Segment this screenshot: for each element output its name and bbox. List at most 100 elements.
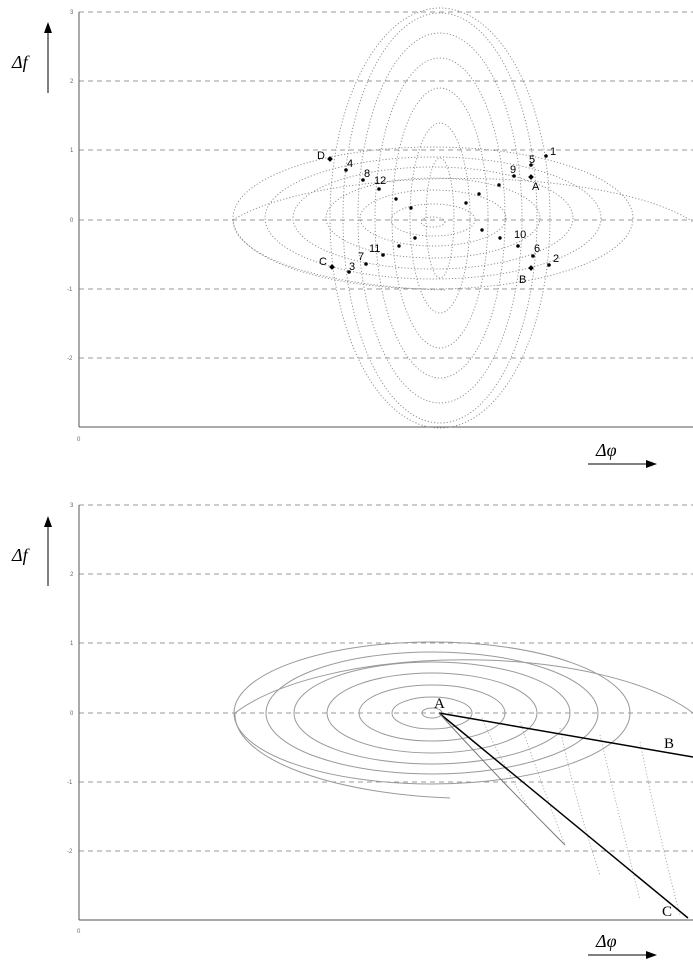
top-y-axis-symbol: Δf: [11, 52, 31, 72]
top-ytick-0: 0: [70, 218, 74, 224]
label-8: 8: [364, 168, 370, 180]
top-h-ellipse-5: [292, 166, 574, 270]
point-D: [327, 156, 333, 162]
bottom-y-axis-arrow: [44, 516, 52, 586]
label-D: D: [317, 150, 325, 162]
bottom-label-C: C: [662, 904, 672, 920]
bottom-ytick-1: 1: [70, 641, 74, 647]
inner-point: [464, 201, 468, 205]
bottom-x-axis-arrow: [588, 951, 657, 959]
top-v-ellipse-4: [374, 57, 506, 379]
label-9: 9: [510, 164, 516, 176]
top-x-axis-symbol: Δφ: [595, 440, 617, 460]
bottom-panel: 3 2 1 0 -1 -2 0: [11, 503, 693, 959]
top-h-ellipse-2: [390, 203, 476, 237]
top-h-ellipse-7: [232, 146, 634, 290]
top-ytick-2: 2: [70, 79, 74, 85]
top-h-ellipse-4: [325, 177, 541, 259]
inner-point: [397, 244, 401, 248]
top-x-axis-arrow: [588, 460, 657, 468]
point-8: [361, 178, 365, 182]
label-2: 2: [553, 253, 559, 265]
point-2: [547, 263, 551, 267]
inner-point: [480, 228, 484, 232]
bottom-ytick-2: 2: [70, 572, 74, 578]
top-vertical-ellipses: [329, 7, 551, 429]
label-6: 6: [534, 243, 540, 255]
label-3: 3: [349, 261, 355, 273]
bottom-ellipse-8: [234, 659, 693, 714]
bottom-y-axis-symbol: Δf: [11, 545, 31, 565]
top-y-axis-arrow: [44, 22, 52, 93]
bottom-ytick-3: 3: [70, 503, 74, 509]
top-horizontal-ellipses: [232, 146, 693, 291]
inner-point: [497, 183, 501, 187]
label-7: 7: [358, 251, 364, 263]
point-B: [528, 265, 534, 271]
bottom-ellipse-8b: [234, 712, 451, 799]
bottom-x-axis-symbol: Δφ: [595, 931, 617, 951]
point-A: [528, 174, 534, 180]
top-point-labels: D C A B 1 2 3 4 5 6 7 8 9 10 11 12: [317, 146, 559, 286]
top-ytick-1: 1: [70, 148, 74, 154]
point-9: [512, 174, 516, 178]
top-points: [327, 154, 551, 274]
top-panel: 3 2 1 0 -1 -2 0: [11, 7, 693, 468]
top-v-ellipse-2: [409, 122, 471, 314]
point-11: [381, 253, 385, 257]
top-h-ellipse-1: [420, 216, 446, 228]
top-v-ellipse-6: [342, 12, 538, 424]
inner-point: [394, 197, 398, 201]
top-h-ellipse-3: [359, 189, 507, 247]
point-C: [329, 264, 335, 270]
label-4: 4: [347, 158, 353, 170]
point-4: [344, 168, 348, 172]
bottom-ellipse-4: [326, 672, 538, 754]
top-h-ellipse-6: [264, 156, 602, 280]
label-5: 5: [529, 154, 535, 166]
wedge-curve-3: [559, 727, 601, 876]
inner-point: [498, 236, 502, 240]
bottom-wedge-lines: [438, 712, 693, 919]
point-1: [544, 154, 548, 158]
point-3: [347, 270, 351, 274]
wedge-curve-4: [599, 734, 641, 901]
bottom-ellipses: [233, 641, 693, 799]
top-h-ellipse-8b: [232, 219, 446, 291]
top-v-ellipse-3: [391, 87, 489, 349]
line-AC: [438, 712, 689, 919]
label-12: 12: [374, 175, 386, 187]
label-1: 1: [550, 146, 556, 158]
top-ytick-3: 3: [70, 10, 74, 16]
inner-point: [409, 206, 413, 210]
top-gridlines: [79, 11, 693, 359]
label-11: 11: [369, 243, 380, 255]
point-12: [377, 187, 381, 191]
bottom-ellipse-2: [391, 696, 473, 730]
bottom-gridlines: [79, 504, 693, 852]
point-5: [529, 163, 533, 167]
bottom-ytick-0: 0: [70, 711, 74, 717]
bottom-ellipse-3: [358, 684, 506, 742]
top-ytick-m2: -2: [67, 356, 73, 362]
bottom-label-B: B: [664, 736, 674, 752]
label-A: A: [532, 181, 540, 193]
bottom-label-A: A: [434, 696, 445, 712]
bottom-wedge-arc: [438, 712, 566, 846]
wedge-curve-2: [519, 721, 566, 846]
wedge-curve-5: [639, 741, 681, 916]
point-7: [364, 262, 368, 266]
top-v-ellipse-7: [329, 7, 551, 429]
label-10: 10: [514, 229, 526, 241]
label-B: B: [519, 274, 526, 286]
top-ytick-m1: -1: [67, 287, 73, 293]
bottom-ellipse-5: [293, 661, 571, 765]
top-xtick-0: 0: [77, 437, 81, 443]
bottom-ytick-m2: -2: [67, 849, 73, 855]
bottom-xtick-0: 0: [77, 929, 81, 935]
point-10: [516, 244, 520, 248]
bottom-ytick-m1: -1: [67, 780, 73, 786]
inner-point: [477, 192, 481, 196]
point-6: [531, 254, 535, 258]
